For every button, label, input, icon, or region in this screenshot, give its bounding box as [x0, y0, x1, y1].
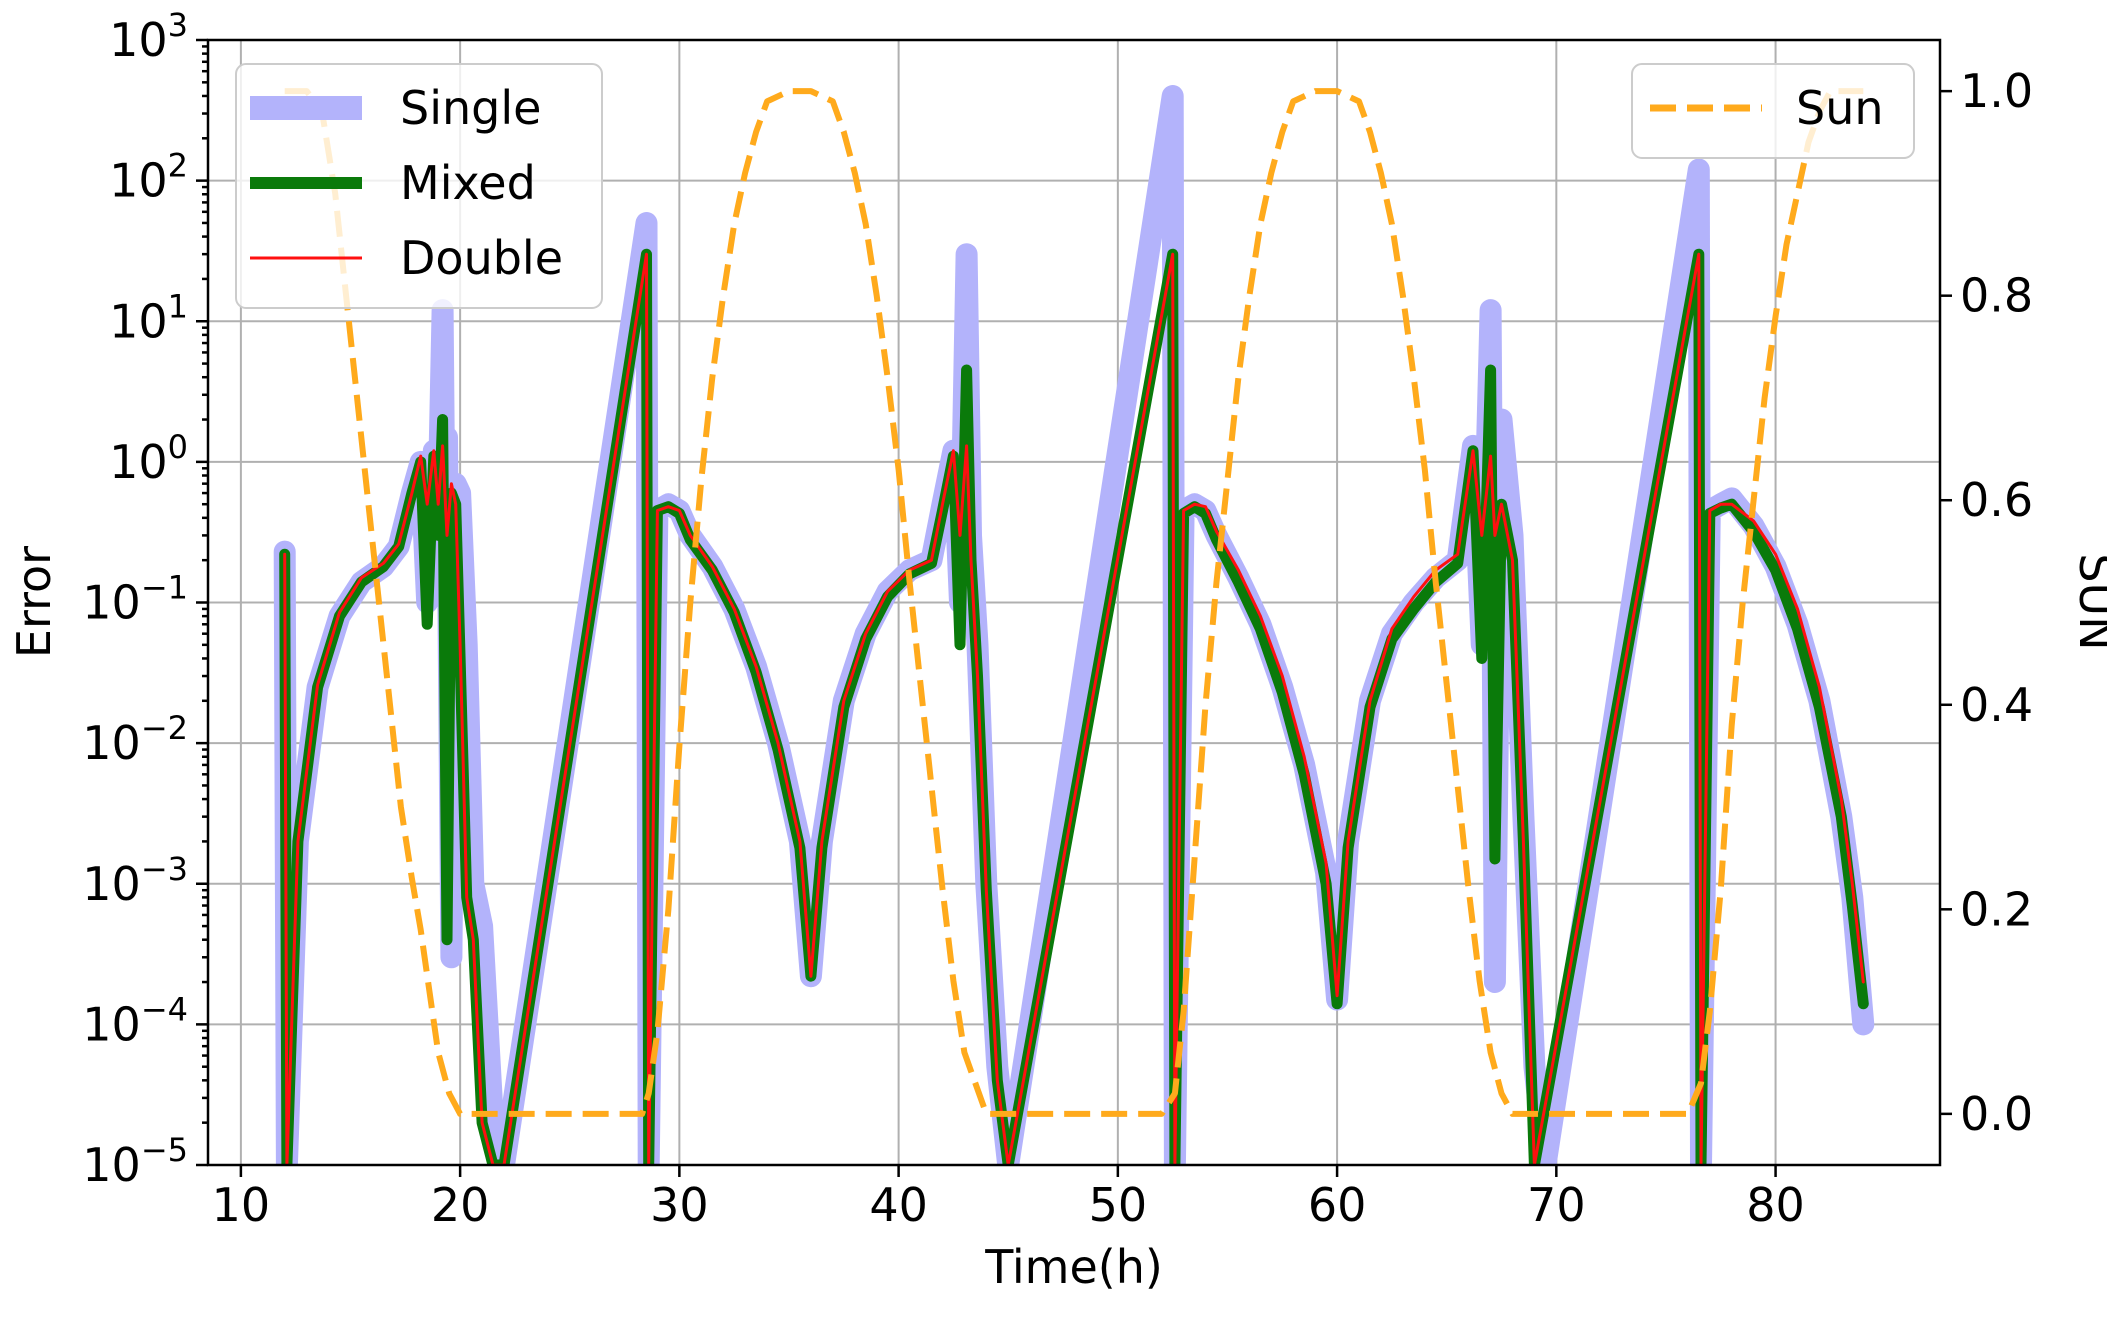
y2-tick-label: 0.2 [1960, 882, 2033, 936]
y-tick-label: 101 [109, 287, 188, 348]
y-tick-label: 10−5 [82, 1131, 188, 1192]
x-axis-title: Time(h) [984, 1240, 1163, 1294]
x-tick-label: 20 [431, 1178, 490, 1232]
y-tick-label: 10−4 [82, 990, 188, 1051]
x-tick-label: 80 [1746, 1178, 1805, 1232]
y-tick-base: 10 [109, 435, 168, 489]
y-tick-label: 10−3 [82, 850, 188, 911]
y-tick-base: 10 [82, 1138, 141, 1192]
y-tick-base: 10 [82, 857, 141, 911]
series-line-double [283, 252, 1865, 1165]
legend-left: Single Mixed Double [235, 63, 603, 309]
x-tick-label: 40 [869, 1178, 928, 1232]
y-tick-base: 10 [82, 716, 141, 770]
y2-tick-label: 0.0 [1960, 1087, 2033, 1141]
y2-tick-label: 0.4 [1960, 678, 2033, 732]
legend-label-double: Double [400, 231, 563, 285]
legend-label-mixed: Mixed [400, 156, 536, 210]
legend-left-box [235, 63, 603, 309]
y-tick-label: 100 [109, 428, 188, 489]
x-axis: 10 20 30 40 50 60 70 80 [212, 1165, 1805, 1232]
y-tick-exponent: −5 [141, 1131, 188, 1169]
y-tick-exponent: 1 [168, 287, 188, 325]
y-tick-base: 10 [82, 576, 141, 630]
y-tick-base: 10 [109, 154, 168, 208]
legend-right-box [1631, 63, 1915, 159]
legend-right: Sun [1631, 63, 1915, 159]
y-tick-exponent: −4 [141, 990, 188, 1028]
y-tick-label: 103 [109, 6, 188, 67]
y-tick-exponent: −1 [141, 569, 188, 607]
y2-axis-title: SUN [2069, 553, 2107, 650]
y-tick-exponent: 3 [168, 6, 188, 44]
y2-tick-label: 1.0 [1960, 64, 2033, 118]
x-tick-label: 60 [1308, 1178, 1367, 1232]
y-tick-exponent: −3 [141, 850, 188, 888]
x-tick-label: 50 [1089, 1178, 1148, 1232]
y-axis-title: Error [7, 546, 61, 658]
legend-label-sun: Sun [1796, 81, 1884, 135]
y-tick-exponent: 2 [168, 147, 188, 185]
y-tick-label: 102 [109, 147, 188, 208]
x-tick-label: 70 [1527, 1178, 1586, 1232]
y-tick-label: 10−1 [82, 569, 188, 630]
y2-tick-label: 0.6 [1960, 473, 2033, 527]
y-tick-label: 10−2 [82, 709, 188, 770]
x-tick-label: 30 [650, 1178, 709, 1232]
y-axis-right: 0.0 0.2 0.4 0.6 0.8 1.0 [1940, 64, 2033, 1141]
series-line-sun [284, 88, 1864, 1117]
y-tick-exponent: 0 [168, 428, 188, 466]
y-tick-base: 10 [109, 13, 168, 67]
y-tick-base: 10 [109, 294, 168, 348]
y-tick-base: 10 [82, 997, 141, 1051]
plot-area [273, 85, 1875, 1165]
y-tick-exponent: −2 [141, 709, 188, 747]
legend-label-single: Single [400, 81, 541, 135]
x-tick-label: 10 [212, 1178, 271, 1232]
y2-tick-label: 0.8 [1960, 269, 2033, 323]
